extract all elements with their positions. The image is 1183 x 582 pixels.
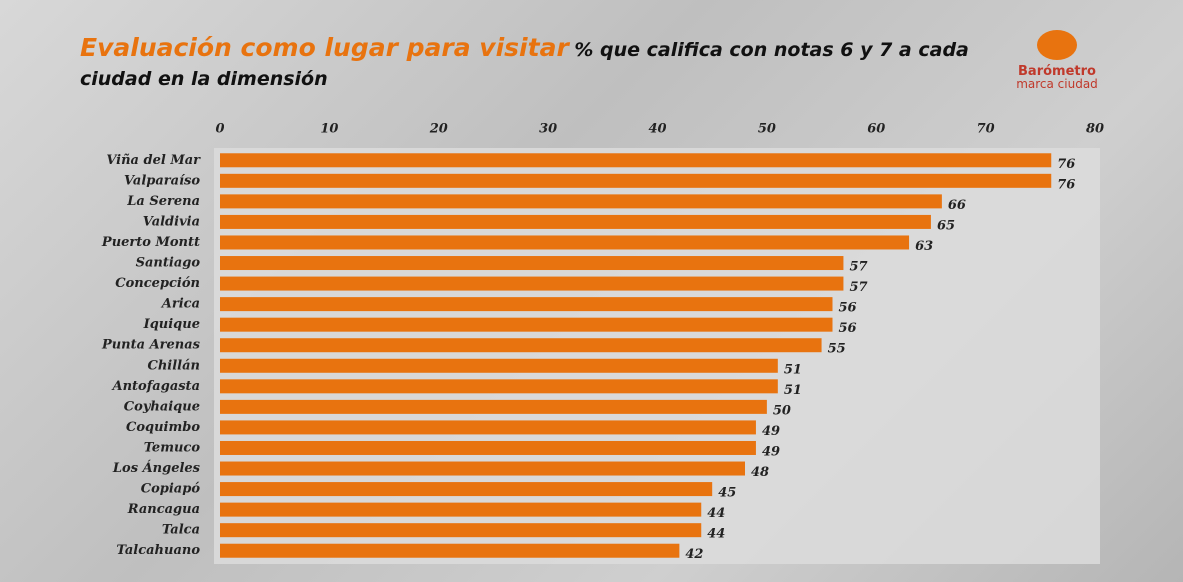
y-tick-label: Punta Arenas bbox=[101, 338, 201, 353]
value-label: 44 bbox=[707, 527, 725, 542]
bar bbox=[220, 441, 756, 455]
y-tick-label: Puerto Montt bbox=[101, 235, 200, 250]
value-label: 42 bbox=[685, 547, 703, 562]
bar bbox=[220, 153, 1051, 167]
value-label: 49 bbox=[762, 444, 780, 459]
value-label: 45 bbox=[718, 486, 736, 501]
y-tick-label: Chillán bbox=[148, 358, 201, 373]
x-tick-label: 30 bbox=[539, 122, 557, 137]
y-tick-label: Concepción bbox=[115, 276, 200, 291]
y-tick-label: La Serena bbox=[126, 194, 200, 209]
bar bbox=[220, 318, 833, 332]
x-tick-label: 80 bbox=[1086, 122, 1104, 137]
x-tick-label: 50 bbox=[758, 122, 776, 137]
y-tick-label: Coyhaique bbox=[124, 399, 200, 414]
value-label: 65 bbox=[937, 218, 955, 233]
y-tick-label: Los Ángeles bbox=[112, 460, 201, 476]
x-tick-label: 60 bbox=[867, 122, 885, 137]
y-tick-label: Antofagasta bbox=[111, 379, 201, 394]
bar bbox=[220, 379, 778, 393]
value-label: 48 bbox=[751, 465, 769, 480]
bar bbox=[220, 215, 931, 229]
x-tick-label: 70 bbox=[977, 122, 995, 137]
y-tick-label: Valparaíso bbox=[124, 173, 200, 188]
value-label: 76 bbox=[1057, 157, 1075, 172]
bar bbox=[220, 359, 778, 373]
value-label: 49 bbox=[762, 424, 780, 439]
bar bbox=[220, 338, 822, 352]
bar bbox=[220, 544, 679, 558]
bar bbox=[220, 523, 701, 537]
bar bbox=[220, 235, 909, 249]
bar bbox=[220, 503, 701, 517]
value-label: 57 bbox=[849, 280, 867, 295]
value-label: 51 bbox=[784, 383, 802, 398]
bar bbox=[220, 174, 1051, 188]
y-tick-label: Santiago bbox=[136, 256, 201, 271]
value-label: 56 bbox=[839, 301, 857, 316]
value-label: 44 bbox=[707, 506, 725, 521]
value-label: 55 bbox=[828, 342, 846, 357]
bar bbox=[220, 277, 843, 291]
value-label: 57 bbox=[849, 260, 867, 275]
x-tick-label: 20 bbox=[429, 122, 448, 137]
y-tick-label: Rancagua bbox=[127, 502, 200, 517]
bar bbox=[220, 420, 756, 434]
plot-panel bbox=[214, 148, 1100, 564]
y-tick-label: Viña del Mar bbox=[106, 153, 201, 168]
slide: Evaluación como lugar para visitar % que… bbox=[0, 0, 1183, 582]
y-tick-label: Valdivia bbox=[143, 214, 200, 229]
bar bbox=[220, 482, 712, 496]
value-label: 51 bbox=[784, 362, 802, 377]
x-tick-label: 10 bbox=[320, 122, 338, 137]
bar bbox=[220, 256, 843, 270]
y-tick-label: Copiapó bbox=[141, 482, 201, 497]
value-label: 66 bbox=[948, 198, 966, 213]
value-label: 63 bbox=[915, 239, 933, 254]
value-label: 56 bbox=[839, 321, 857, 336]
y-tick-label: Talcahuano bbox=[116, 543, 200, 558]
x-tick-label: 0 bbox=[215, 122, 224, 137]
y-tick-label: Talca bbox=[162, 523, 200, 538]
chart: 0 10 20 30 40 50 60 70 80 Viña del Mar 76 Valparaís… bbox=[0, 0, 1183, 582]
y-tick-label: Temuco bbox=[144, 440, 201, 455]
y-tick-label: Coquimbo bbox=[126, 420, 200, 435]
x-tick-label: 40 bbox=[648, 122, 666, 137]
value-label: 50 bbox=[773, 403, 791, 418]
y-tick-label: Arica bbox=[160, 297, 200, 312]
value-label: 76 bbox=[1057, 177, 1075, 192]
bar bbox=[220, 194, 942, 208]
y-tick-label: Iquique bbox=[143, 317, 200, 332]
bar bbox=[220, 400, 767, 414]
bar bbox=[220, 297, 833, 311]
bar bbox=[220, 462, 745, 476]
